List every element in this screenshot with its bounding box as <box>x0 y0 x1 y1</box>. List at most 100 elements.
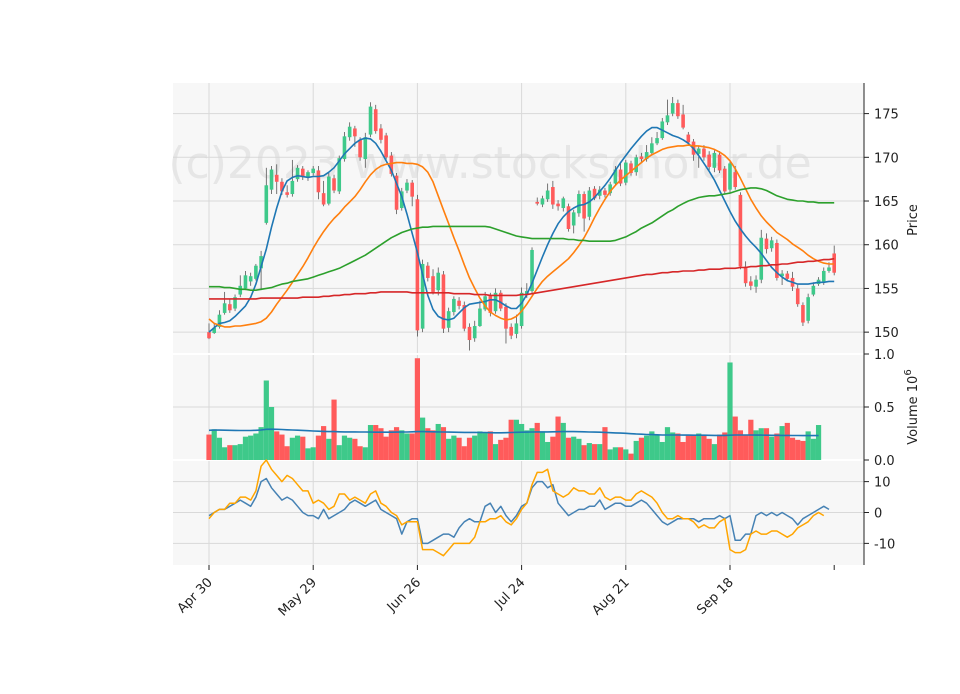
volume-bar <box>279 434 285 460</box>
candle-body <box>441 274 446 329</box>
volume-bar <box>253 433 259 460</box>
volume-average-line <box>208 428 819 437</box>
volume-bar <box>800 440 806 460</box>
volume-bar <box>477 431 483 460</box>
volume-bar <box>690 434 697 460</box>
candle-body <box>415 199 420 331</box>
candle-body <box>696 148 701 154</box>
volume-bar <box>716 434 723 460</box>
moving-average-line-2 <box>208 144 835 328</box>
candle-body <box>363 137 368 160</box>
volume-bar <box>206 434 212 460</box>
candle-body <box>373 109 378 132</box>
candle-body <box>384 135 388 158</box>
candle-body <box>722 168 727 192</box>
volume-bar <box>248 435 254 460</box>
candle-body <box>577 194 581 214</box>
volume-bar <box>711 444 717 460</box>
candle-body <box>467 326 472 341</box>
candle-body <box>217 314 222 327</box>
volume-bar <box>378 428 384 460</box>
volume-bar <box>732 416 738 460</box>
volume-bar <box>284 446 290 460</box>
candle-body <box>644 152 649 160</box>
volume-bar <box>216 437 223 460</box>
volume-bar <box>300 436 306 460</box>
candle-body <box>832 253 836 273</box>
candle-body <box>269 169 274 190</box>
candle-body <box>306 172 310 178</box>
volume-bar <box>810 438 816 460</box>
volume-bar <box>461 446 467 460</box>
plot-background <box>173 83 864 565</box>
candle-body <box>608 184 612 194</box>
volume-bar <box>466 437 473 460</box>
candle-body <box>483 296 487 310</box>
volume-bar <box>696 433 702 460</box>
volume-bar <box>571 436 577 460</box>
volume-bar <box>727 362 733 460</box>
candle-body <box>795 288 800 305</box>
candle-body <box>686 134 691 143</box>
candle-body <box>670 103 675 114</box>
candle-body <box>676 103 680 117</box>
candle-body <box>379 128 383 140</box>
candle-body <box>519 292 524 327</box>
candle-body <box>769 240 774 249</box>
volume-bar <box>430 430 436 460</box>
volume-bar <box>498 439 504 460</box>
volume-bar <box>310 447 316 460</box>
candle-body <box>634 157 639 173</box>
indicator-panel <box>208 459 830 557</box>
volume-bar <box>795 439 801 460</box>
candle-body <box>665 115 670 123</box>
volume-bar <box>440 427 447 460</box>
candle-body <box>254 265 258 279</box>
price-panel <box>207 96 836 351</box>
candle-body <box>639 156 644 160</box>
candle-body <box>337 158 342 192</box>
y-tick-label: 1.0 <box>874 348 895 363</box>
volume-bar <box>555 416 561 460</box>
volume-bar <box>331 399 337 460</box>
volume-bar <box>638 437 645 460</box>
candle-body <box>806 297 810 321</box>
volume-bar <box>393 427 400 460</box>
volume-bar <box>513 419 519 460</box>
candle-body <box>780 273 784 277</box>
candle-body <box>222 303 227 313</box>
candle-body <box>530 249 534 292</box>
y-tick-label: 10 <box>874 476 891 491</box>
volume-bar <box>373 425 379 460</box>
volume-bar <box>289 437 295 460</box>
y-tick-label: 0.0 <box>874 454 895 469</box>
candle-body <box>749 281 753 286</box>
volume-bar <box>529 428 535 460</box>
volume-bar <box>294 435 301 460</box>
volume-axis-title-exponent: 6 <box>903 369 914 375</box>
candle-body <box>629 163 633 174</box>
candle-body <box>212 327 217 334</box>
candle-body <box>556 203 560 207</box>
volume-bar <box>581 445 587 460</box>
y-tick-label: 170 <box>874 151 899 166</box>
candle-body <box>243 275 248 289</box>
volume-bar <box>560 422 566 460</box>
x-tick-label: Apr 30 <box>175 575 216 616</box>
volume-bar <box>565 437 572 460</box>
volume-bar <box>336 445 342 460</box>
volume-bar <box>232 445 238 460</box>
candle-body <box>702 148 706 158</box>
candle-body <box>410 182 414 197</box>
candle-body <box>728 163 732 190</box>
volume-bar <box>425 428 431 460</box>
candle-body <box>566 206 571 229</box>
candle-body <box>597 189 602 196</box>
volume-bar <box>758 428 764 460</box>
candle-body <box>316 170 321 193</box>
candle-body <box>754 279 758 287</box>
x-tick-label: Jul 24 <box>491 575 528 612</box>
volume-axis-title-base: Volume 10 <box>906 376 921 445</box>
volume-bar <box>357 446 363 460</box>
candle-body <box>655 138 659 144</box>
